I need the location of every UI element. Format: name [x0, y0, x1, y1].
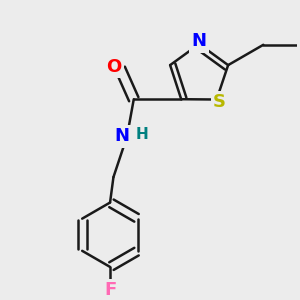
- Text: H: H: [136, 127, 148, 142]
- Text: F: F: [104, 281, 116, 299]
- Text: N: N: [192, 32, 207, 50]
- Text: S: S: [213, 93, 226, 111]
- Text: O: O: [106, 58, 122, 76]
- Text: N: N: [114, 128, 129, 146]
